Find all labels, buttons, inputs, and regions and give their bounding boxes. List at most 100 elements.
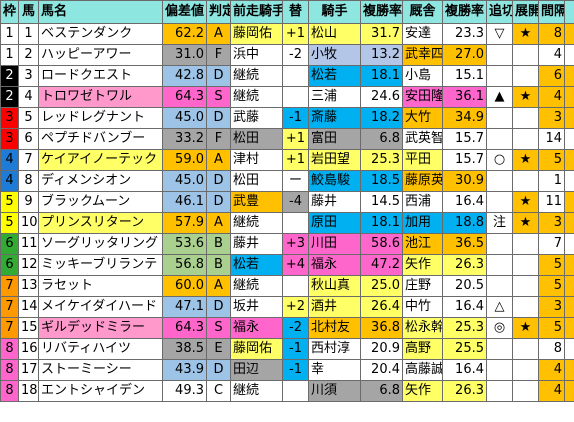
jockey-cell: 鮫島駿 — [308, 170, 361, 192]
stable-cell: 藤原英 — [402, 170, 443, 192]
kankaku-cell: 7 — [538, 233, 565, 255]
kae-cell: +1 — [282, 149, 309, 171]
jockey-cell: 北村友 — [308, 317, 361, 339]
tenkai-cell: ★ — [512, 149, 539, 171]
oikiri-cell — [486, 170, 513, 192]
waku-cell: 5 — [0, 191, 19, 213]
tenkai-cell — [512, 170, 539, 192]
waku-cell: 7 — [0, 317, 19, 339]
waku-cell: 3 — [0, 107, 19, 129]
stable-rate-cell: 26.3 — [442, 254, 487, 276]
stable-cell: 西浦 — [402, 191, 443, 213]
grade-cell: D — [206, 191, 231, 213]
jockey-cell: 岩田望 — [308, 149, 361, 171]
waku-cell: 8 — [0, 338, 19, 360]
col-header-prev-jockey: 前走騎手 — [230, 0, 283, 24]
prev-jockey-cell: 継続 — [230, 275, 283, 297]
stable-cell: 武英智 — [402, 128, 443, 150]
col-header-tenkai: 展開 — [512, 0, 539, 24]
stable-rate-cell: 30.9 — [442, 170, 487, 192]
kankaku-cell: 4 — [538, 359, 565, 381]
last-cell: 4 — [564, 23, 574, 45]
tenkai-cell: ★ — [512, 317, 539, 339]
stable-cell: 庄野 — [402, 275, 443, 297]
stable-rate-cell: 15.7 — [442, 128, 487, 150]
oikiri-cell — [486, 107, 513, 129]
stable-rate-cell: 36.5 — [442, 233, 487, 255]
last-cell: 4 — [564, 359, 574, 381]
col-header-kankaku: 間隔 — [538, 0, 565, 24]
kae-cell — [282, 86, 309, 108]
horse-name-cell: リバティハイツ — [38, 338, 163, 360]
grade-cell: A — [206, 23, 231, 45]
oikiri-cell — [486, 128, 513, 150]
waku-cell: 8 — [0, 359, 19, 381]
jockey-cell: 西村淳 — [308, 338, 361, 360]
prev-jockey-cell: 継続 — [230, 380, 283, 402]
jockey-rate-cell: 26.4 — [360, 296, 403, 318]
kae-cell: +2 — [282, 296, 309, 318]
kankaku-cell: 5 — [538, 254, 565, 276]
kankaku-cell: 4 — [538, 380, 565, 402]
hensa-value-cell: 38.5 — [162, 338, 207, 360]
last-cell: 4 — [564, 149, 574, 171]
jockey-cell: 福永 — [308, 254, 361, 276]
tenkai-cell: ★ — [512, 191, 539, 213]
horse-name-cell: ラセット — [38, 275, 163, 297]
horse-name-cell: ペプチドバンブー — [38, 128, 163, 150]
jockey-rate-cell: 25.3 — [360, 149, 403, 171]
horse-name-cell: ギルデッドミラー — [38, 317, 163, 339]
grade-cell: D — [206, 107, 231, 129]
kankaku-cell: 6 — [538, 65, 565, 87]
last-cell: 6 — [564, 233, 574, 255]
grade-cell: F — [206, 128, 231, 150]
grade-cell: A — [206, 275, 231, 297]
oikiri-cell: ▽ — [486, 23, 513, 45]
col-header-waku: 枠 — [0, 0, 19, 24]
jockey-cell: 酒井 — [308, 296, 361, 318]
stable-cell: 安達 — [402, 23, 443, 45]
tenkai-cell — [512, 275, 539, 297]
stable-cell: 小島 — [402, 65, 443, 87]
header-row: 枠 馬 馬名 偏差値 判定 前走騎手 替 騎手 複勝率 厩舎 複勝率 追切 展開… — [0, 0, 574, 24]
horse-name-cell: ミッキーブリランテ — [38, 254, 163, 276]
col-header-kae: 替 — [282, 0, 309, 24]
tenkai-cell — [512, 338, 539, 360]
grade-cell: B — [206, 254, 231, 276]
kae-cell: -1 — [282, 107, 309, 129]
jockey-rate-cell: 6.8 — [360, 380, 403, 402]
waku-cell: 6 — [0, 254, 19, 276]
prev-jockey-cell: 津村 — [230, 149, 283, 171]
horse-name-cell: ロードクエスト — [38, 65, 163, 87]
kankaku-cell: 5 — [538, 317, 565, 339]
kankaku-cell: 8 — [538, 338, 565, 360]
last-cell: 4 — [564, 380, 574, 402]
stable-rate-cell: 15.7 — [442, 149, 487, 171]
waku-cell: 2 — [0, 65, 19, 87]
grade-cell: D — [206, 359, 231, 381]
stable-cell: 高野 — [402, 338, 443, 360]
waku-cell: 4 — [0, 149, 19, 171]
jockey-rate-cell: 47.2 — [360, 254, 403, 276]
uma-number-cell: 6 — [18, 128, 39, 150]
horse-name-cell: ベステンダンク — [38, 23, 163, 45]
tenkai-cell: ★ — [512, 23, 539, 45]
uma-number-cell: 2 — [18, 44, 39, 66]
uma-number-cell: 13 — [18, 275, 39, 297]
stable-rate-cell: 23.3 — [442, 23, 487, 45]
horse-name-cell: プリンスリターン — [38, 212, 163, 234]
jockey-rate-cell: 25.0 — [360, 275, 403, 297]
jockey-rate-cell: 18.5 — [360, 170, 403, 192]
jockey-rate-cell: 6.8 — [360, 128, 403, 150]
waku-cell: 3 — [0, 128, 19, 150]
prev-jockey-cell: 田辺 — [230, 359, 283, 381]
jockey-rate-cell: 18.2 — [360, 107, 403, 129]
jockey-rate-cell: 18.1 — [360, 65, 403, 87]
